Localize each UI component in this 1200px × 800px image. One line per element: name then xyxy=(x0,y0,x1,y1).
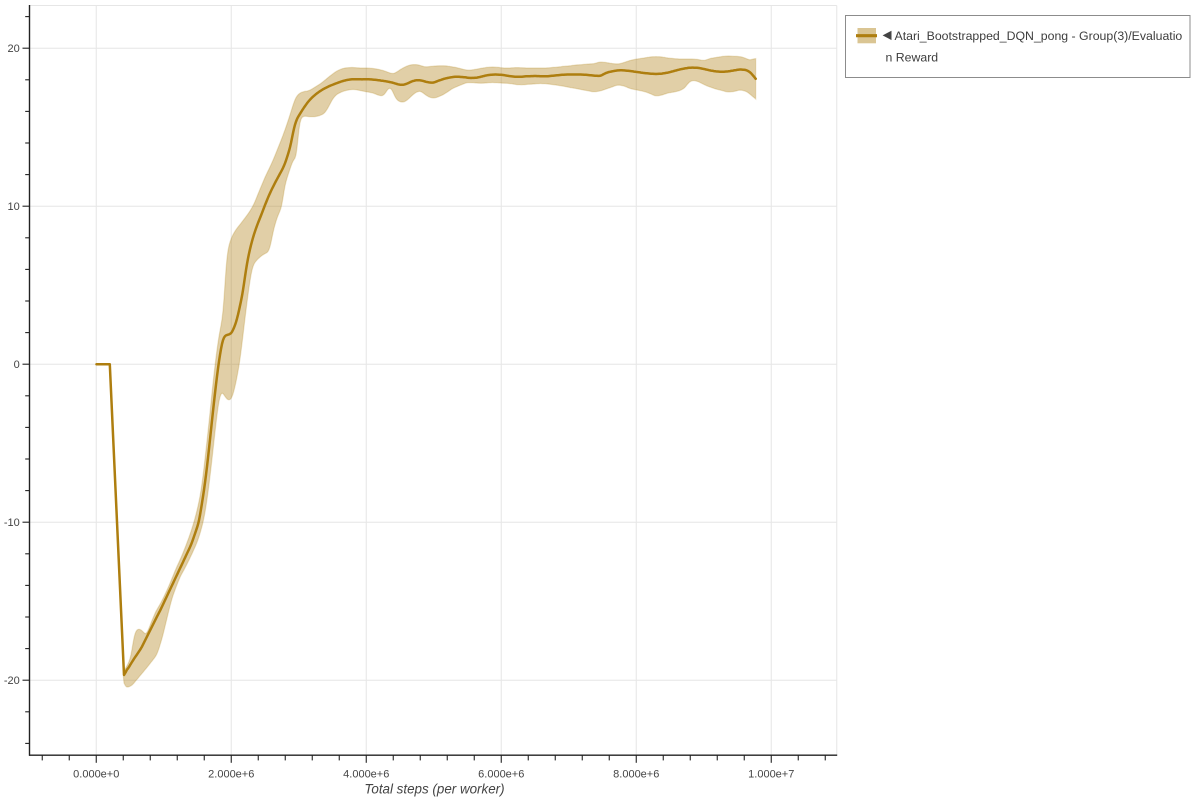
svg-text:n Reward: n Reward xyxy=(886,51,939,65)
svg-text:0: 0 xyxy=(14,359,20,371)
svg-text:Total steps (per worker): Total steps (per worker) xyxy=(364,782,504,797)
svg-text:20: 20 xyxy=(8,43,20,55)
svg-text:Atari_Bootstrapped_DQN_pong -: Atari_Bootstrapped_DQN_pong - Group(3)/E… xyxy=(895,29,1183,43)
svg-text:1.000e+7: 1.000e+7 xyxy=(748,769,794,781)
svg-text:-20: -20 xyxy=(4,675,20,687)
svg-text:4.000e+6: 4.000e+6 xyxy=(343,769,389,781)
svg-text:6.000e+6: 6.000e+6 xyxy=(478,769,524,781)
svg-text:2.000e+6: 2.000e+6 xyxy=(208,769,254,781)
svg-text:-10: -10 xyxy=(4,517,20,529)
svg-text:10: 10 xyxy=(8,201,20,213)
svg-text:0.000e+0: 0.000e+0 xyxy=(73,769,119,781)
svg-text:8.000e+6: 8.000e+6 xyxy=(613,769,659,781)
